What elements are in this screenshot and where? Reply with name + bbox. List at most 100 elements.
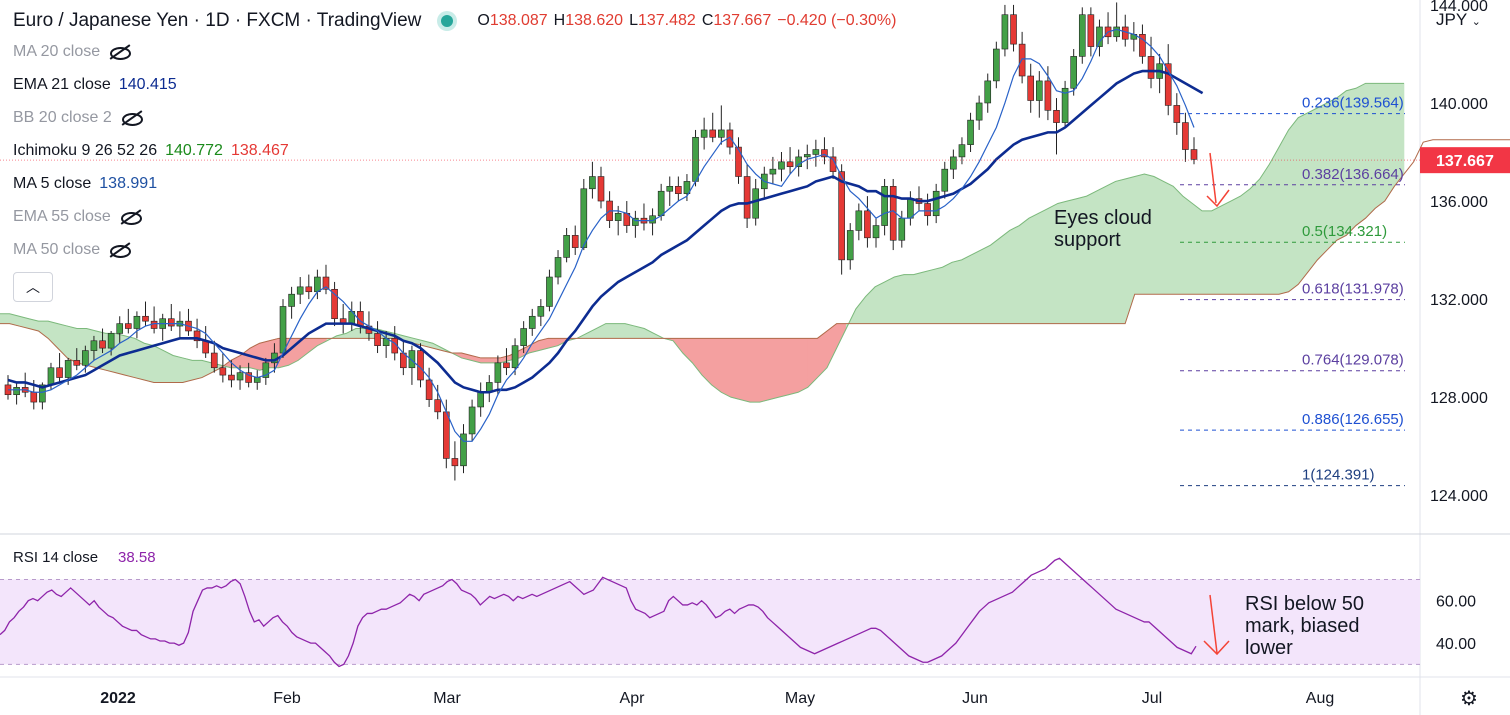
last-price-label: 137.667	[1436, 153, 1494, 170]
candle-body	[537, 306, 545, 317]
cloud-segment	[192, 360, 203, 381]
cloud-segment	[990, 237, 1001, 324]
cloud-segment	[586, 328, 597, 339]
candle-body	[425, 379, 433, 400]
legend-item[interactable]: Ichimoku 9 26 52 26 140.772 138.467	[13, 142, 289, 160]
cloud-segment	[163, 350, 174, 383]
cloud-segment	[1153, 176, 1164, 295]
open-label: O	[477, 12, 490, 29]
low-label: L	[629, 12, 638, 29]
candle-body	[253, 377, 261, 383]
cloud-segment	[913, 271, 924, 324]
candle-body	[391, 338, 399, 354]
cloud-segment	[999, 229, 1011, 324]
ema21-line	[7, 69, 1204, 394]
chevron-down-icon: ⌄	[1471, 16, 1481, 28]
candle-body	[219, 367, 227, 376]
candle-body	[228, 374, 235, 381]
ma5-line	[8, 28, 1195, 442]
candle-body	[571, 235, 579, 248]
legend-item[interactable]: EMA 55 close	[13, 208, 142, 226]
candle-body	[90, 340, 98, 351]
candle-body	[314, 276, 321, 293]
down-arrow-icon	[1209, 594, 1218, 654]
cloud-segment	[778, 338, 789, 398]
candle-body	[408, 350, 416, 369]
eye-off-icon[interactable]	[120, 111, 143, 126]
cloud-segment	[307, 338, 318, 354]
candle-body	[1182, 122, 1189, 150]
candles	[4, 2, 1198, 481]
candle-body	[167, 318, 175, 327]
rsi-band-fill	[0, 579, 1420, 665]
candle-body	[30, 391, 38, 403]
candle-body	[752, 188, 759, 219]
legend-item[interactable]: MA 20 close	[13, 43, 132, 61]
cloud-segment	[1134, 173, 1145, 295]
cloud-segment	[1105, 180, 1116, 324]
candle-body	[47, 367, 55, 386]
legend-label: EMA 55 close	[13, 208, 111, 225]
down-arrow-icon	[1203, 640, 1230, 656]
fib-level-label: 0.382(136.664)	[1302, 166, 1404, 183]
candle-body	[614, 212, 622, 221]
cloud-segment	[1124, 176, 1136, 324]
cloud-segment	[1278, 128, 1289, 295]
candle-body	[477, 391, 484, 408]
y-tick-label: 124.000	[1430, 488, 1488, 505]
candle-body	[743, 176, 751, 219]
chart-header: Euro / Japanese Yen · 1D · FXCM · Tradin…	[13, 10, 896, 32]
candle-body	[133, 315, 141, 329]
candle-body	[520, 328, 527, 346]
candle-body	[718, 129, 725, 138]
legend-item[interactable]: MA 5 close 138.991	[13, 175, 157, 193]
candle-body	[735, 146, 742, 177]
cloud-segment	[740, 338, 751, 403]
legend-item[interactable]: BB 20 close 2	[13, 109, 143, 127]
candle-body	[967, 119, 974, 145]
cloud-segment	[711, 338, 722, 393]
candle-body	[468, 406, 476, 435]
candle-body	[821, 149, 828, 158]
symbol-title[interactable]: Euro / Japanese Yen · 1D · FXCM · Tradin…	[13, 10, 422, 31]
legend-item[interactable]: MA 50 close	[13, 241, 132, 259]
candle-body	[554, 257, 562, 278]
eye-off-icon[interactable]	[108, 45, 132, 60]
cloud-segment	[1201, 210, 1212, 295]
collapse-legend-button[interactable]: ︿	[13, 272, 53, 302]
candle-body	[993, 48, 1000, 82]
candle-body	[288, 293, 295, 307]
candle-body	[503, 362, 510, 369]
eye-off-icon[interactable]	[119, 210, 142, 225]
eye-off-icon[interactable]	[108, 243, 132, 258]
ohlc-readout: O138.087 H138.620 L137.482 C137.667 −0.4…	[477, 12, 896, 30]
cloud-segment	[345, 328, 357, 339]
legend-item[interactable]: EMA 21 close 140.415	[13, 76, 177, 94]
candle-body	[434, 399, 442, 413]
y-tick-label: 144.000	[1430, 0, 1488, 15]
cloud-segment	[153, 345, 164, 383]
cloud-segment	[759, 338, 770, 403]
cloud-segment	[951, 259, 962, 324]
candle-body	[1010, 14, 1017, 45]
cloud-segment	[894, 274, 905, 324]
candle-body	[1164, 63, 1172, 106]
cloud-segment	[1163, 180, 1174, 295]
candle-body	[683, 181, 691, 194]
candle-body	[597, 176, 605, 202]
cloud-segment	[1019, 217, 1030, 324]
x-tick-label: Jun	[962, 690, 988, 707]
legend-label: MA 5 close	[13, 175, 92, 192]
legend-value: 138.991	[99, 175, 158, 192]
candle-body	[778, 161, 785, 170]
cloud-segment	[47, 320, 58, 349]
rsi-annotation-text: lower	[1245, 637, 1293, 659]
candle-body	[580, 188, 588, 248]
candle-body	[1087, 14, 1095, 47]
currency-label: JPY	[1436, 10, 1467, 29]
gear-icon[interactable]: ⚙	[1460, 688, 1478, 710]
currency-selector[interactable]: JPY ⌄	[1436, 10, 1481, 30]
fib-level-label: 1(124.391)	[1302, 467, 1375, 484]
cloud-segment	[884, 276, 895, 324]
